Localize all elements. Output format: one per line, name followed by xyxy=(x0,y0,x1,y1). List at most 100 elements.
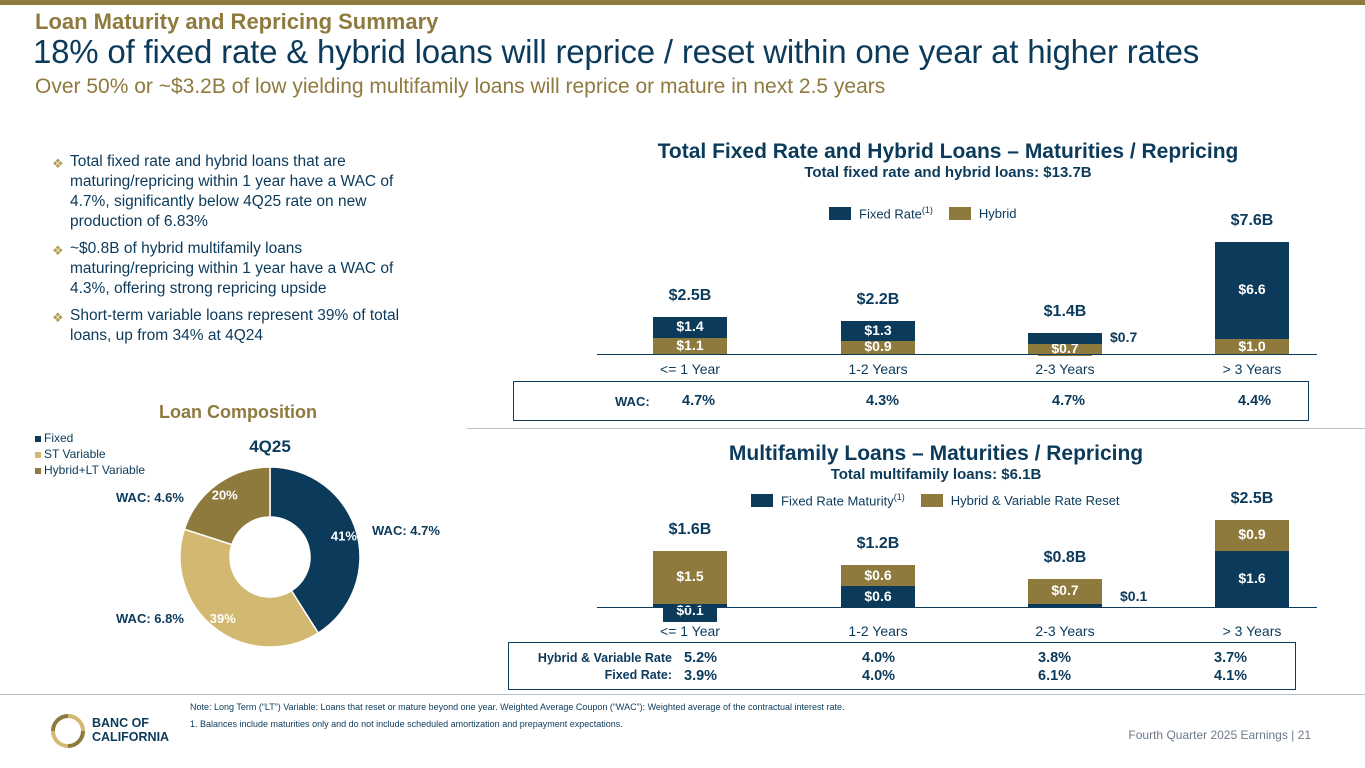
bar-total-label: $1.6B xyxy=(668,521,712,538)
bar-segment-hybrid-reset xyxy=(653,551,727,604)
rate-row-label: Fixed Rate: xyxy=(604,668,672,682)
footnote-1: 1. Balances include maturities only and … xyxy=(190,719,623,729)
rate-row-label: Hybrid & Variable Rate xyxy=(537,651,672,665)
chart1-xlabel: <= 1 Year xyxy=(660,361,720,377)
key-point: ❖ Total fixed rate and hybrid loans that… xyxy=(52,153,394,230)
bar-value-label: $0.9 xyxy=(1238,526,1266,543)
headline: 18% of fixed rate & hybrid loans will re… xyxy=(33,33,1200,70)
bar-value-label: $0.7 xyxy=(1110,329,1138,346)
subheadline: Over 50% or ~$3.2B of low yielding multi… xyxy=(35,75,886,98)
legend-label-fixed-maturity: Fixed Rate Maturity(1) xyxy=(781,492,905,509)
donut-legend-item: ST Variable xyxy=(35,446,145,462)
legend-label-hybrid: Hybrid xyxy=(978,205,1017,221)
rate-value: 4.0% xyxy=(862,668,896,684)
rate-value: 6.1% xyxy=(1038,668,1072,684)
page-number: 21 xyxy=(1297,728,1311,742)
key-point: ❖ ~$0.8B of hybrid multifamily loans mat… xyxy=(52,240,394,297)
donut-title: Loan Composition xyxy=(159,402,317,422)
donut-slice-st-variable xyxy=(179,528,320,648)
chart2-xlabel: <= 1 Year xyxy=(660,623,720,639)
chart1-xlabel: 1-2 Years xyxy=(848,361,908,377)
legend-swatch xyxy=(35,436,41,442)
rate-value: 3.9% xyxy=(684,668,718,684)
donut-legend-item: Fixed xyxy=(35,430,145,446)
rate-value: 3.7% xyxy=(1214,650,1248,666)
diamond-bullet-icon: ❖ xyxy=(52,156,64,171)
bar-segment-hybrid xyxy=(1028,343,1102,354)
diamond-bullet-icon: ❖ xyxy=(52,243,64,258)
bar-value-label: $0.9 xyxy=(851,338,905,355)
legend-label-hybrid-reset: Hybrid & Variable Rate Reset xyxy=(950,492,1120,508)
legend-label-fixed: Fixed Rate(1) xyxy=(859,205,933,222)
bar-value-label: $0.6 xyxy=(864,566,892,583)
bar-segment-hybrid-reset xyxy=(1215,519,1289,551)
footer-divider xyxy=(0,694,1365,695)
bank-logo-icon xyxy=(51,714,85,748)
bar-total-label: $1.4B xyxy=(1043,303,1087,321)
bar-segment-hybrid xyxy=(653,337,727,354)
bar-value-label: $6.6 xyxy=(1238,281,1266,298)
chart1-xlabel: > 3 Years xyxy=(1222,361,1282,377)
bar-segment-fixed-maturity xyxy=(841,586,915,607)
bar-segment-fixed xyxy=(653,317,727,338)
footnote-definitions: Note: Long Term (“LT”) Variable: Loans t… xyxy=(190,702,845,712)
wac-value: 4.3% xyxy=(866,393,900,409)
diamond-bullet-icon: ❖ xyxy=(52,310,64,325)
wac-label: WAC: xyxy=(615,394,650,409)
rate-value: 4.1% xyxy=(1214,668,1248,684)
bar-value-label: $1.0 xyxy=(1225,337,1279,354)
bar-total-label: $2.5B xyxy=(1230,489,1274,507)
donut-wac-hybrid: WAC: 4.6% xyxy=(116,490,184,505)
chart2-subtitle: Total multifamily loans: $6.1B xyxy=(830,466,1042,483)
bar-value-label: $1.6 xyxy=(1238,570,1266,586)
donut-wac-fixed: WAC: 4.7% xyxy=(372,523,440,538)
chart1-subtitle: Total fixed rate and hybrid loans: $13.7… xyxy=(804,164,1092,181)
chart1-xlabel: 2-3 Years xyxy=(1035,361,1095,377)
rate-value: 5.2% xyxy=(684,650,718,666)
bar-value-label: $0.1 xyxy=(1120,587,1148,604)
donut-legend: Fixed ST Variable Hybrid+LT Variable xyxy=(35,430,145,478)
chart-divider xyxy=(467,428,1365,429)
bar-segment-fixed xyxy=(841,321,915,341)
bar-total-label: $1.2B xyxy=(856,535,900,552)
key-points-list: ❖ Total fixed rate and hybrid loans that… xyxy=(52,152,422,353)
donut-chart: 41% 39% 20% xyxy=(179,466,361,648)
donut-wac-st-variable: WAC: 6.8% xyxy=(116,611,184,626)
chart1-wac-box xyxy=(513,381,1309,421)
bar-segment-hybrid-reset xyxy=(841,565,915,586)
bank-logo-text: BANC OF CALIFORNIA xyxy=(92,716,170,744)
chart2-xlabel: 2-3 Years xyxy=(1035,623,1095,639)
bar-value-label: $0.1 xyxy=(663,601,717,622)
bar-total-label: $0.8B xyxy=(1043,549,1087,566)
legend-swatch-hybrid-reset xyxy=(920,493,943,507)
section-title: Loan Maturity and Repricing Summary xyxy=(35,9,439,34)
chart2-legend: Fixed Rate Maturity(1) Hybrid & Variable… xyxy=(751,492,1120,508)
bar-segment-hybrid xyxy=(841,340,915,354)
legend-swatch xyxy=(35,468,41,474)
wac-value: 4.4% xyxy=(1238,393,1272,409)
bar-value-label: $1.3 xyxy=(864,322,892,339)
rate-value: 4.0% xyxy=(862,650,896,666)
bar-segment-fixed xyxy=(1215,241,1289,340)
rate-value: 3.8% xyxy=(1038,650,1072,666)
bar-segment-hybrid-reset xyxy=(1028,579,1102,604)
legend-swatch-hybrid xyxy=(948,206,971,220)
chart1-legend: Fixed Rate(1) Hybrid xyxy=(829,205,1016,221)
chart2-axis xyxy=(597,607,1317,608)
footer-text: Fourth Quarter 2025 Earnings | 21 xyxy=(1128,728,1311,742)
bar-total-label: $2.5B xyxy=(668,287,712,304)
chart2-title: Multifamily Loans – Maturities / Reprici… xyxy=(728,442,1144,465)
bar-total-label: $2.2B xyxy=(856,291,900,309)
bar-value-label: $1.5 xyxy=(676,568,704,585)
wac-value: 4.7% xyxy=(682,393,716,409)
chart2-xlabel: > 3 Years xyxy=(1222,623,1282,639)
bar-segment-hybrid xyxy=(1215,339,1289,354)
chart2-rate-box xyxy=(508,642,1296,690)
chart1-title: Total Fixed Rate and Hybrid Loans – Matu… xyxy=(657,140,1239,163)
donut-slice-label: 41% xyxy=(331,529,357,544)
key-point: ❖ Short-term variable loans represent 39… xyxy=(52,307,400,344)
chart1-axis xyxy=(597,354,1317,355)
top-accent-bar xyxy=(0,0,1365,5)
bar-value-label: $1.1 xyxy=(663,336,717,353)
bar-segment-fixed-maturity xyxy=(1215,551,1289,607)
